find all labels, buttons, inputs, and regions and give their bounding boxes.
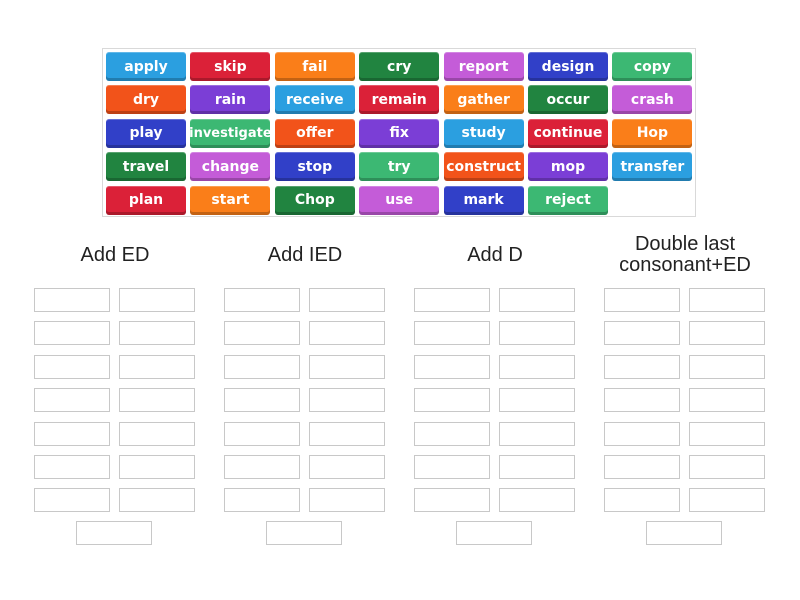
drop-slot[interactable] xyxy=(414,288,490,312)
drop-slot[interactable] xyxy=(689,455,765,479)
drop-slot[interactable] xyxy=(119,455,195,479)
word-tile[interactable]: skip xyxy=(190,52,271,81)
drop-slot[interactable] xyxy=(499,455,575,479)
drop-slot[interactable] xyxy=(309,421,385,446)
word-tile[interactable]: investigate xyxy=(189,118,272,148)
word-tile[interactable]: crash xyxy=(612,85,693,115)
drop-slot[interactable] xyxy=(224,421,300,446)
drop-slot[interactable] xyxy=(604,288,680,312)
word-tile[interactable]: try xyxy=(359,152,440,182)
group-title: Add D xyxy=(467,244,523,266)
word-tile[interactable]: continue xyxy=(528,118,608,148)
drop-slot[interactable] xyxy=(646,521,722,545)
word-bank: apply skip fail cry report design copy dry rain r… xyxy=(102,48,696,217)
drop-slot[interactable] xyxy=(309,488,385,513)
word-tile[interactable]: rain xyxy=(190,85,271,115)
word-tile[interactable]: copy xyxy=(612,52,693,81)
drop-slot[interactable] xyxy=(499,388,575,413)
drop-slot[interactable] xyxy=(119,288,195,312)
drop-slot[interactable] xyxy=(309,388,385,413)
word-tile[interactable]: mop xyxy=(528,152,608,182)
word-tile[interactable]: change xyxy=(190,152,271,182)
drop-slot[interactable] xyxy=(689,421,765,446)
drop-slot[interactable] xyxy=(689,388,765,413)
group-title: Double last consonant+ED xyxy=(619,233,751,276)
drop-slot[interactable] xyxy=(414,388,490,413)
drop-slot[interactable] xyxy=(34,388,110,413)
word-tile[interactable]: study xyxy=(443,118,524,148)
word-tile[interactable]: stop xyxy=(274,152,355,182)
drop-slot[interactable] xyxy=(119,388,195,413)
drop-slot[interactable] xyxy=(604,354,680,379)
drop-slot[interactable] xyxy=(34,455,110,479)
drop-slot[interactable] xyxy=(309,288,385,312)
word-tile[interactable]: report xyxy=(443,52,524,81)
word-tile[interactable]: plan xyxy=(106,185,186,215)
word-tile[interactable]: gather xyxy=(443,85,524,115)
word-tile[interactable]: remain xyxy=(359,85,440,115)
drop-slot[interactable] xyxy=(224,321,300,346)
word-tile[interactable]: fail xyxy=(274,52,355,81)
drop-slot[interactable] xyxy=(689,354,765,379)
word-tile[interactable]: construct xyxy=(443,152,524,182)
drop-slot[interactable] xyxy=(224,354,300,379)
drop-slot[interactable] xyxy=(309,455,385,479)
word-tile[interactable]: start xyxy=(190,185,271,215)
word-tile[interactable]: offer xyxy=(274,118,355,148)
drop-slot[interactable] xyxy=(309,321,385,346)
drop-slot[interactable] xyxy=(224,388,300,413)
word-tile[interactable]: dry xyxy=(106,85,186,115)
word-tile[interactable]: cry xyxy=(359,52,440,81)
word-tile[interactable]: Chop xyxy=(274,185,355,215)
drop-slot[interactable] xyxy=(34,288,110,312)
word-tile[interactable]: occur xyxy=(528,85,608,115)
drop-slot[interactable] xyxy=(309,354,385,379)
group-title: Add ED xyxy=(80,244,150,266)
drop-slot[interactable] xyxy=(604,388,680,413)
drop-slot[interactable] xyxy=(34,488,110,513)
drop-slot[interactable] xyxy=(499,421,575,446)
drop-slot[interactable] xyxy=(689,288,765,312)
drop-slot[interactable] xyxy=(119,321,195,346)
drop-slot[interactable] xyxy=(689,321,765,346)
drop-slot[interactable] xyxy=(499,488,575,513)
drop-slot[interactable] xyxy=(604,455,680,479)
word-tile[interactable]: apply xyxy=(106,52,186,81)
drop-slot[interactable] xyxy=(414,421,490,446)
drop-slot[interactable] xyxy=(119,354,195,379)
drop-slot[interactable] xyxy=(34,421,110,446)
word-tile[interactable]: play xyxy=(106,118,186,148)
drop-slot[interactable] xyxy=(499,354,575,379)
word-tile[interactable]: mark xyxy=(443,185,524,215)
drop-slot[interactable] xyxy=(34,321,110,346)
drop-slot[interactable] xyxy=(224,455,300,479)
drop-slot[interactable] xyxy=(689,488,765,513)
drop-slot[interactable] xyxy=(414,455,490,479)
drop-slot[interactable] xyxy=(414,354,490,379)
drop-slot[interactable] xyxy=(499,321,575,346)
drop-slot[interactable] xyxy=(34,354,110,379)
drop-slot[interactable] xyxy=(76,521,152,545)
word-tile[interactable]: use xyxy=(359,185,440,215)
drop-slot[interactable] xyxy=(224,288,300,312)
word-tile[interactable]: fix xyxy=(359,118,440,148)
drop-slot[interactable] xyxy=(119,488,195,513)
group-title: Add IED xyxy=(267,244,343,266)
drop-slot[interactable] xyxy=(224,488,300,513)
drop-slot[interactable] xyxy=(414,321,490,346)
word-tile[interactable]: Hop xyxy=(612,118,693,148)
drop-slot[interactable] xyxy=(499,288,575,312)
word-tile[interactable]: transfer xyxy=(612,152,693,182)
drop-slot[interactable] xyxy=(456,521,532,545)
word-tile[interactable]: travel xyxy=(106,152,186,182)
word-tile[interactable]: reject xyxy=(528,185,608,215)
drop-slot[interactable] xyxy=(266,521,342,545)
drop-slot[interactable] xyxy=(604,488,680,513)
drop-slot[interactable] xyxy=(414,488,490,513)
word-tile[interactable]: receive xyxy=(274,85,355,115)
drop-slot[interactable] xyxy=(604,321,680,346)
word-tile[interactable]: design xyxy=(528,52,608,81)
drop-slot[interactable] xyxy=(604,421,680,446)
drop-slot[interactable] xyxy=(119,421,195,446)
